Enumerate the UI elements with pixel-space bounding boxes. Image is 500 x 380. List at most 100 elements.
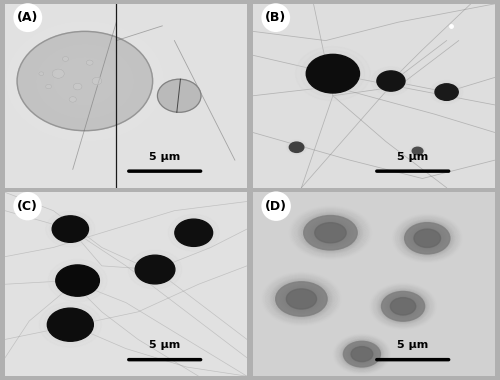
Ellipse shape: [295, 210, 366, 256]
Ellipse shape: [398, 218, 456, 259]
Ellipse shape: [172, 217, 216, 249]
Ellipse shape: [381, 291, 425, 321]
Ellipse shape: [340, 339, 384, 369]
Ellipse shape: [386, 294, 420, 318]
Ellipse shape: [285, 288, 318, 310]
Ellipse shape: [270, 277, 334, 320]
Ellipse shape: [338, 337, 386, 371]
Ellipse shape: [282, 286, 321, 312]
Ellipse shape: [132, 253, 178, 286]
Ellipse shape: [305, 216, 356, 249]
Ellipse shape: [266, 275, 337, 323]
Ellipse shape: [434, 83, 459, 101]
Text: (D): (D): [265, 200, 287, 213]
Ellipse shape: [410, 226, 444, 250]
Ellipse shape: [296, 211, 364, 255]
Ellipse shape: [380, 291, 426, 322]
Ellipse shape: [17, 32, 152, 131]
Ellipse shape: [265, 275, 338, 323]
Ellipse shape: [395, 216, 460, 260]
Ellipse shape: [373, 286, 433, 327]
Ellipse shape: [405, 223, 450, 254]
Ellipse shape: [349, 345, 375, 363]
Ellipse shape: [336, 337, 387, 372]
Ellipse shape: [314, 222, 347, 243]
Ellipse shape: [48, 308, 94, 341]
Circle shape: [86, 60, 93, 65]
Ellipse shape: [300, 213, 360, 252]
Ellipse shape: [384, 293, 422, 319]
Ellipse shape: [370, 283, 436, 329]
Ellipse shape: [276, 282, 327, 316]
Ellipse shape: [276, 282, 327, 316]
Ellipse shape: [346, 343, 378, 365]
Ellipse shape: [273, 280, 330, 318]
Ellipse shape: [383, 293, 423, 320]
Ellipse shape: [377, 71, 405, 91]
Ellipse shape: [400, 220, 454, 257]
Ellipse shape: [382, 291, 424, 321]
Ellipse shape: [390, 297, 416, 315]
Ellipse shape: [302, 215, 358, 251]
Text: (C): (C): [17, 200, 38, 213]
Ellipse shape: [344, 342, 380, 367]
Ellipse shape: [286, 289, 316, 309]
Ellipse shape: [286, 288, 318, 310]
Ellipse shape: [307, 218, 354, 248]
Ellipse shape: [301, 214, 360, 252]
Ellipse shape: [372, 67, 410, 95]
Ellipse shape: [350, 346, 374, 362]
Ellipse shape: [266, 276, 336, 322]
Ellipse shape: [267, 276, 336, 322]
Ellipse shape: [278, 283, 324, 315]
Ellipse shape: [347, 344, 377, 364]
Ellipse shape: [158, 79, 201, 112]
Ellipse shape: [274, 280, 329, 317]
Ellipse shape: [343, 341, 380, 367]
Ellipse shape: [52, 263, 102, 299]
Ellipse shape: [350, 346, 374, 363]
Text: (B): (B): [265, 11, 286, 24]
Ellipse shape: [262, 272, 342, 326]
Ellipse shape: [414, 229, 440, 247]
Ellipse shape: [368, 283, 438, 330]
Ellipse shape: [408, 225, 447, 252]
Ellipse shape: [380, 290, 426, 322]
Ellipse shape: [394, 216, 460, 261]
Circle shape: [39, 72, 44, 76]
Ellipse shape: [340, 339, 384, 370]
Ellipse shape: [408, 225, 447, 252]
Circle shape: [46, 84, 52, 89]
Ellipse shape: [384, 293, 422, 320]
Ellipse shape: [333, 334, 391, 374]
Ellipse shape: [375, 287, 431, 326]
Ellipse shape: [399, 219, 456, 258]
Ellipse shape: [396, 217, 458, 260]
Ellipse shape: [342, 340, 382, 368]
Ellipse shape: [260, 272, 342, 326]
Ellipse shape: [276, 282, 326, 315]
Ellipse shape: [394, 215, 461, 262]
Ellipse shape: [282, 287, 320, 312]
Circle shape: [92, 78, 102, 85]
Ellipse shape: [371, 284, 435, 328]
Ellipse shape: [264, 274, 340, 324]
Ellipse shape: [412, 147, 423, 155]
Ellipse shape: [310, 219, 352, 246]
Ellipse shape: [350, 345, 374, 363]
Ellipse shape: [396, 217, 458, 260]
Ellipse shape: [311, 220, 350, 245]
Ellipse shape: [304, 215, 357, 250]
Ellipse shape: [294, 209, 368, 256]
Ellipse shape: [291, 207, 370, 258]
Ellipse shape: [271, 279, 332, 320]
Ellipse shape: [339, 338, 385, 370]
Ellipse shape: [298, 212, 362, 253]
Ellipse shape: [346, 343, 378, 365]
Ellipse shape: [376, 287, 430, 325]
Ellipse shape: [279, 284, 324, 314]
Ellipse shape: [382, 291, 424, 321]
Ellipse shape: [296, 47, 370, 101]
Ellipse shape: [348, 344, 376, 364]
Circle shape: [62, 57, 68, 61]
